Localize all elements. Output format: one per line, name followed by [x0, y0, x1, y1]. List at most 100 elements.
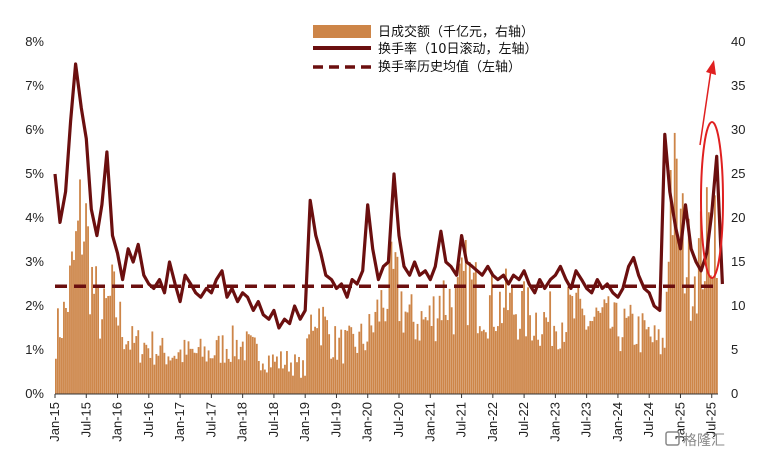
- volume-bar: [511, 286, 513, 394]
- volume-bar: [523, 281, 525, 394]
- volume-bar: [420, 311, 423, 394]
- volume-bar: [651, 342, 654, 394]
- volume-bar: [382, 307, 385, 394]
- volume-bar: [585, 329, 588, 394]
- x-tick-label: Jan-15: [47, 402, 62, 442]
- volume-bar: [308, 334, 310, 394]
- volume-bar: [368, 314, 371, 394]
- volume-bar: [135, 336, 138, 394]
- volume-bar: [117, 325, 120, 394]
- volume-bar: [183, 339, 186, 394]
- volume-bar: [73, 259, 75, 394]
- volume-bar: [344, 329, 347, 394]
- volume-bar: [456, 277, 459, 394]
- volume-bar: [215, 340, 218, 394]
- volume-bar: [430, 326, 433, 394]
- x-tick-label: Jul-15: [78, 402, 93, 437]
- volume-bar: [597, 310, 600, 394]
- volume-bar: [601, 307, 604, 394]
- volume-bar: [223, 362, 226, 394]
- volume-bar: [376, 299, 379, 394]
- volume-bar: [219, 362, 222, 394]
- volume-bar: [271, 354, 274, 394]
- volume-bar: [695, 313, 698, 394]
- volume-bar: [673, 132, 676, 395]
- volume-bar: [115, 317, 118, 394]
- volume-bar: [677, 243, 680, 394]
- volume-bar: [101, 319, 104, 394]
- y-right-tick-label: 20: [731, 210, 745, 225]
- volume-bar: [448, 288, 451, 394]
- volume-bar: [663, 347, 666, 394]
- volume-bar: [109, 295, 112, 394]
- volume-bar: [392, 268, 395, 394]
- x-tick-label: Jul-16: [141, 402, 156, 437]
- volume-bar: [581, 308, 584, 394]
- volume-bar: [641, 313, 644, 394]
- volume-bar: [474, 262, 477, 394]
- volume-bar: [707, 212, 710, 394]
- volume-bar: [595, 307, 598, 394]
- volume-bar: [555, 331, 558, 394]
- volume-bar: [633, 344, 636, 394]
- volume-bar: [490, 271, 493, 394]
- volume-bar: [402, 332, 405, 394]
- volume-bar: [249, 335, 252, 394]
- volume-bar: [304, 375, 306, 394]
- volume-bar: [227, 358, 230, 394]
- volume-bar: [298, 356, 300, 394]
- highlight-annotation: [699, 60, 724, 279]
- volume-bar: [151, 331, 154, 394]
- volume-bar: [619, 351, 622, 394]
- volume-bar: [71, 251, 73, 394]
- x-tick-label: Jan-17: [172, 402, 187, 442]
- volume-bar: [486, 338, 489, 394]
- x-tick-label: Jan-19: [297, 402, 312, 442]
- volume-bar: [515, 314, 517, 394]
- volume-bar: [245, 331, 248, 394]
- volume-bar: [492, 326, 495, 394]
- x-tick-label: Jul-19: [328, 402, 343, 437]
- volume-bar: [161, 337, 164, 394]
- volume-bar: [531, 340, 533, 394]
- volume-bar: [635, 343, 638, 394]
- volume-bar: [338, 337, 341, 394]
- volume-bar: [705, 187, 708, 394]
- volume-bar: [288, 371, 290, 394]
- volume-bar: [681, 193, 684, 394]
- volume-bar: [261, 363, 264, 394]
- volume-bar: [380, 290, 383, 394]
- volume-bar: [119, 301, 122, 394]
- volume-bar: [77, 220, 79, 394]
- volume-bar: [175, 358, 178, 394]
- volume-bar: [412, 321, 415, 394]
- volume-bar: [567, 286, 570, 394]
- volume-bar: [543, 312, 546, 394]
- x-tick-label: Jan-23: [547, 402, 562, 442]
- volume-bar: [404, 311, 407, 394]
- y-left-tick-label: 6%: [25, 122, 44, 137]
- volume-bar: [703, 281, 706, 394]
- volume-bar: [687, 218, 690, 394]
- volume-bar: [243, 360, 246, 394]
- volume-bar: [683, 293, 686, 394]
- volume-bar: [563, 341, 566, 394]
- volume-bar: [438, 295, 441, 394]
- y-left-tick-label: 1%: [25, 342, 44, 357]
- volume-bar: [693, 276, 696, 394]
- volume-bar: [444, 314, 447, 394]
- volume-bar: [625, 317, 628, 394]
- volume-bar: [107, 295, 110, 394]
- volume-bar: [499, 291, 501, 394]
- volume-bar: [267, 355, 270, 394]
- volume-bar: [217, 335, 220, 394]
- volume-bar: [462, 270, 465, 394]
- volume-bar: [231, 325, 234, 394]
- volume-bar: [336, 359, 339, 394]
- volume-bar: [649, 336, 652, 394]
- volume-bar: [322, 306, 325, 394]
- trend-arrow-head: [706, 60, 716, 75]
- volume-bar: [527, 287, 529, 394]
- volume-bar: [587, 326, 590, 394]
- volume-bar: [159, 345, 162, 394]
